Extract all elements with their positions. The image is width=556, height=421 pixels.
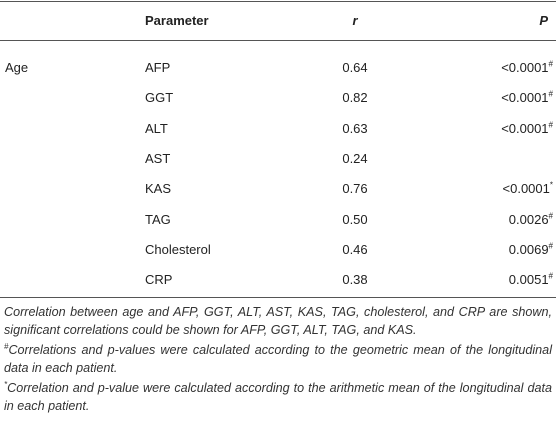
p-value: <0.0001: [502, 181, 550, 197]
footnote: *Correlation and p-value were calculated…: [4, 379, 552, 415]
header-parameter: Parameter: [145, 13, 209, 28]
p-mark: *: [549, 180, 553, 190]
p-mark: #: [548, 120, 553, 130]
p-value: <0.0001: [501, 120, 549, 136]
p-cell: <0.0001#: [501, 121, 553, 136]
r-cell: 0.63: [342, 120, 368, 136]
p-mark: #: [548, 59, 553, 69]
footnote-mark: #: [4, 341, 9, 351]
p-cell: <0.0001*: [503, 181, 553, 196]
parameter-cell: AFP: [145, 60, 171, 75]
r-cell: 0.82: [342, 90, 368, 106]
parameter-cell: KAS: [145, 181, 172, 197]
r-cell: 0.50: [342, 211, 368, 227]
p-value: 0.0069: [508, 241, 549, 257]
header-r: r: [352, 13, 358, 28]
header-p: P: [539, 13, 548, 28]
note: Correlation between age and AFP, GGT, AL…: [4, 305, 552, 337]
footnote: #Correlations and p-values were calculat…: [4, 341, 552, 377]
r-cell: 0.38: [342, 272, 368, 288]
p-value: 0.0026: [508, 211, 549, 227]
p-value: 0.0051: [508, 272, 549, 288]
p-mark: #: [548, 211, 553, 221]
p-cell: <0.0001#: [501, 90, 553, 105]
p-mark: #: [548, 89, 553, 99]
p-mark: #: [548, 271, 553, 281]
footnote-mark: *: [4, 379, 8, 389]
p-mark: #: [548, 241, 553, 251]
footnote-text: Correlation and p-value were calculated …: [4, 381, 552, 413]
group-label: Age: [5, 60, 29, 75]
parameter-cell: GGT: [145, 90, 174, 106]
p-cell: <0.0001#: [501, 60, 553, 75]
p-cell: 0.0026#: [509, 212, 553, 227]
p-cell: 0.0051#: [509, 272, 553, 287]
p-value: <0.0001: [501, 90, 549, 106]
parameter-cell: CRP: [145, 272, 173, 288]
r-cell: 0.64: [342, 60, 368, 75]
rule: [0, 1, 556, 2]
rule: [0, 297, 556, 298]
rule: [0, 40, 556, 41]
parameter-cell: TAG: [145, 211, 171, 227]
notes: Correlation between age and AFP, GGT, AL…: [4, 303, 552, 417]
p-cell: 0.0069#: [509, 242, 553, 257]
parameter-cell: AST: [145, 150, 171, 166]
parameter-cell: Cholesterol: [145, 241, 211, 257]
footnote-text: Correlations and p-values were calculate…: [4, 343, 552, 375]
p-value: <0.0001: [501, 60, 549, 75]
parameter-cell: ALT: [145, 120, 168, 136]
r-cell: 0.76: [342, 181, 368, 197]
r-cell: 0.24: [342, 150, 368, 166]
r-cell: 0.46: [342, 241, 368, 257]
